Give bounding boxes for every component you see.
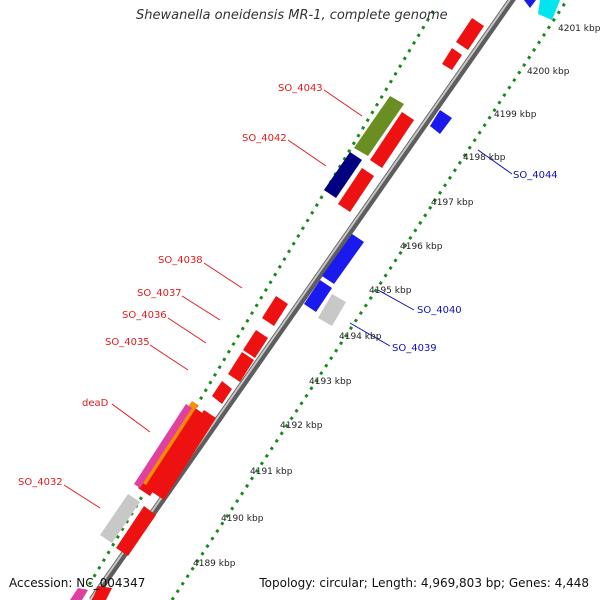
reverse-strand-genes <box>304 0 560 326</box>
genome-title: Shewanella oneidensis MR-1, complete gen… <box>136 8 448 23</box>
tick-label: 4194 kbp <box>339 332 382 342</box>
gene-SO_4043[interactable] <box>370 112 414 168</box>
accession-text: Accession: NC_004347 <box>9 576 146 590</box>
leader-lines <box>63 89 513 509</box>
gene-upper-red-1[interactable] <box>442 48 462 70</box>
gene-reverse-blue[interactable] <box>322 234 364 284</box>
gene-label-SO_4040[interactable]: SO_4040 <box>417 305 462 316</box>
tick-label: 4201 kbp <box>558 24 600 34</box>
gene-deaD-main[interactable] <box>152 410 216 500</box>
tick-label: 4189 kbp <box>193 559 236 569</box>
gene-label-SO_4043[interactable]: SO_4043 <box>278 83 323 94</box>
gene-SO_4040[interactable] <box>304 280 332 312</box>
gene-SO_4036[interactable] <box>228 352 254 382</box>
gene-label-SO_4039[interactable]: SO_4039 <box>392 343 437 354</box>
gene-SO_4032[interactable] <box>70 588 88 600</box>
gene-label-SO_4036[interactable]: SO_4036 <box>122 310 167 321</box>
gene-label-SO_4038[interactable]: SO_4038 <box>158 255 203 266</box>
genome-backbone-highlight <box>89 0 511 600</box>
gene-label-SO_4044[interactable]: SO_4044 <box>513 170 558 181</box>
gene-label-SO_4042[interactable]: SO_4042 <box>242 133 287 144</box>
gene-SO_4035[interactable] <box>212 381 232 404</box>
gene-SO_4042-navy[interactable] <box>324 152 362 198</box>
tick-label: 4200 kbp <box>527 67 570 77</box>
gene-magenta-block[interactable] <box>134 404 192 488</box>
tick-label: 4198 kbp <box>463 153 506 163</box>
gene-SO_4044[interactable] <box>430 110 452 134</box>
gene-label-SO_4035[interactable]: SO_4035 <box>105 337 150 348</box>
tick-label: 4190 kbp <box>221 514 264 524</box>
genome-backbone <box>89 0 516 600</box>
gene-label-SO_4037[interactable]: SO_4037 <box>137 288 182 299</box>
gene-SO_4043-olive[interactable] <box>354 96 404 156</box>
gene-label-SO_4032[interactable]: SO_4032 <box>18 477 63 488</box>
tick-label: 4193 kbp <box>309 377 352 387</box>
gene-SO_4038[interactable] <box>262 296 288 326</box>
gene-label-deaD[interactable]: deaD <box>82 398 109 409</box>
gene-SO_4039[interactable] <box>318 294 346 326</box>
gene-top-cyan[interactable] <box>538 0 560 20</box>
gene-SO_4032-body[interactable] <box>116 506 156 556</box>
gene-top-blue[interactable] <box>524 0 536 8</box>
tick-label: 4199 kbp <box>494 110 537 120</box>
tick-label: 4195 kbp <box>369 286 412 296</box>
gene-labels: SO_4032 deaD SO_4035 SO_4036 SO_4037 SO_4038 S… <box>18 83 558 488</box>
gene-pseudo-grey[interactable] <box>100 494 140 543</box>
gene-SO_4037[interactable] <box>243 330 268 358</box>
genome-summary-text: Topology: circular; Length: 4,969,803 bp… <box>259 576 589 590</box>
tick-label: 4197 kbp <box>431 198 474 208</box>
tick-label: 4191 kbp <box>250 467 293 477</box>
lower-dotted-track <box>170 0 569 600</box>
gene-SO_4042[interactable] <box>338 168 374 212</box>
tick-label: 4196 kbp <box>400 242 443 252</box>
tick-labels: 4189 kbp 4190 kbp 4191 kbp 4192 kbp 4193 kbp… <box>193 24 600 569</box>
gene-deaD[interactable] <box>138 406 204 496</box>
tick-label: 4192 kbp <box>280 421 323 431</box>
gene-upper-red-2[interactable] <box>456 18 484 50</box>
gene-forward-lane[interactable] <box>92 586 112 600</box>
forward-strand-genes <box>70 18 484 600</box>
